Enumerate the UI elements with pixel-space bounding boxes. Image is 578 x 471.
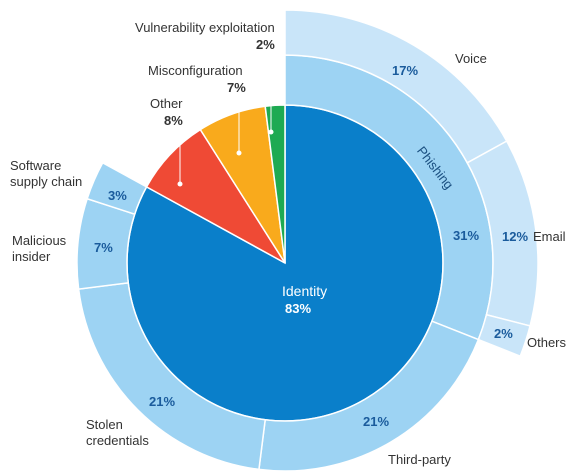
value-label: 2% [494, 326, 513, 341]
value-label: 7% [227, 80, 246, 95]
category-label: Third-party [388, 452, 451, 467]
category-label: Voice [455, 51, 487, 66]
category-label: Identity [282, 283, 328, 299]
category-label: Software supply chain [10, 158, 83, 189]
category-label: Malicious insider [12, 233, 67, 264]
category-label: Other [150, 96, 183, 111]
category-label: Vulnerability exploitation [135, 20, 275, 35]
category-label: Email [533, 229, 566, 244]
slice [86, 161, 148, 216]
category-label: Misconfiguration [148, 63, 243, 78]
category-label: Others [527, 335, 567, 350]
category-label: Stolen credentials [86, 417, 149, 448]
value-label: 17% [392, 63, 419, 78]
value-label: 3% [108, 188, 127, 203]
leader-dot [177, 181, 183, 187]
value-label: 2% [256, 37, 275, 52]
leader-dot [268, 129, 274, 135]
value-label: 21% [363, 414, 390, 429]
value-label: 21% [149, 394, 176, 409]
value-label: 12% [502, 229, 529, 244]
slice [477, 313, 531, 358]
value-label: 31% [453, 228, 480, 243]
leader-dot [236, 150, 242, 156]
value-label: 83% [285, 301, 312, 316]
value-label: 7% [94, 240, 113, 255]
value-label: 8% [164, 113, 183, 128]
